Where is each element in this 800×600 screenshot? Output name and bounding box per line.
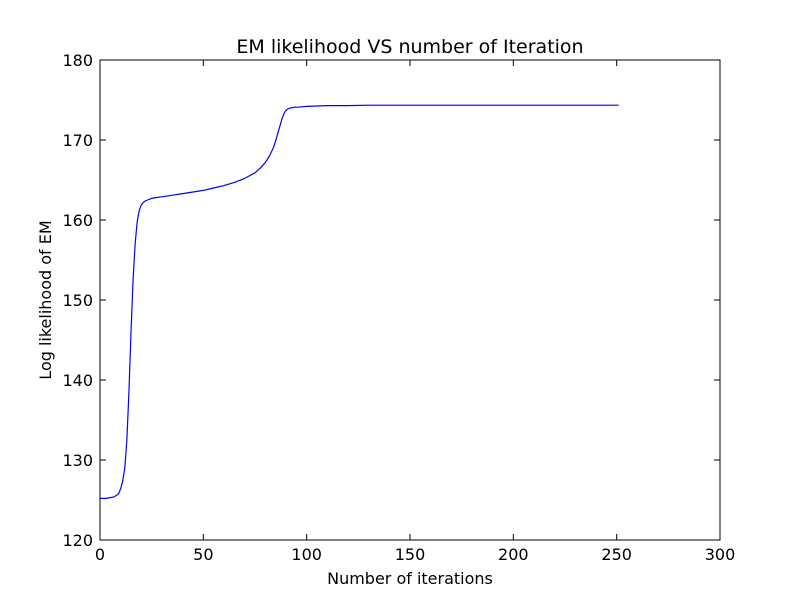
series-layer (100, 104, 619, 499)
y-axis-ticks: 120 130 140 150 160 170 180 (62, 51, 720, 550)
x-tick-label: 0 (95, 545, 105, 564)
x-tick-label: 50 (193, 545, 213, 564)
x-axis-ticks: 0 50 100 150 200 250 300 (95, 60, 735, 564)
x-axis-label: Number of iterations (327, 569, 493, 588)
y-tick-label: 160 (62, 211, 93, 230)
chart-title: EM likelihood VS number of Iteration (236, 36, 583, 58)
series-line (100, 104, 619, 499)
x-tick-label: 100 (291, 545, 322, 564)
y-tick-label: 130 (62, 451, 93, 470)
y-tick-label: 150 (62, 291, 93, 310)
x-tick-label: 250 (601, 545, 632, 564)
x-tick-label: 200 (498, 545, 529, 564)
y-tick-label: 170 (62, 131, 93, 150)
y-tick-label: 120 (62, 531, 93, 550)
x-tick-label: 150 (395, 545, 426, 564)
x-tick-label: 300 (705, 545, 736, 564)
y-axis-label: Log likelihood of EM (36, 220, 55, 379)
plot-frame (99, 59, 721, 541)
y-tick-label: 180 (62, 51, 93, 70)
y-tick-label: 140 (62, 371, 93, 390)
